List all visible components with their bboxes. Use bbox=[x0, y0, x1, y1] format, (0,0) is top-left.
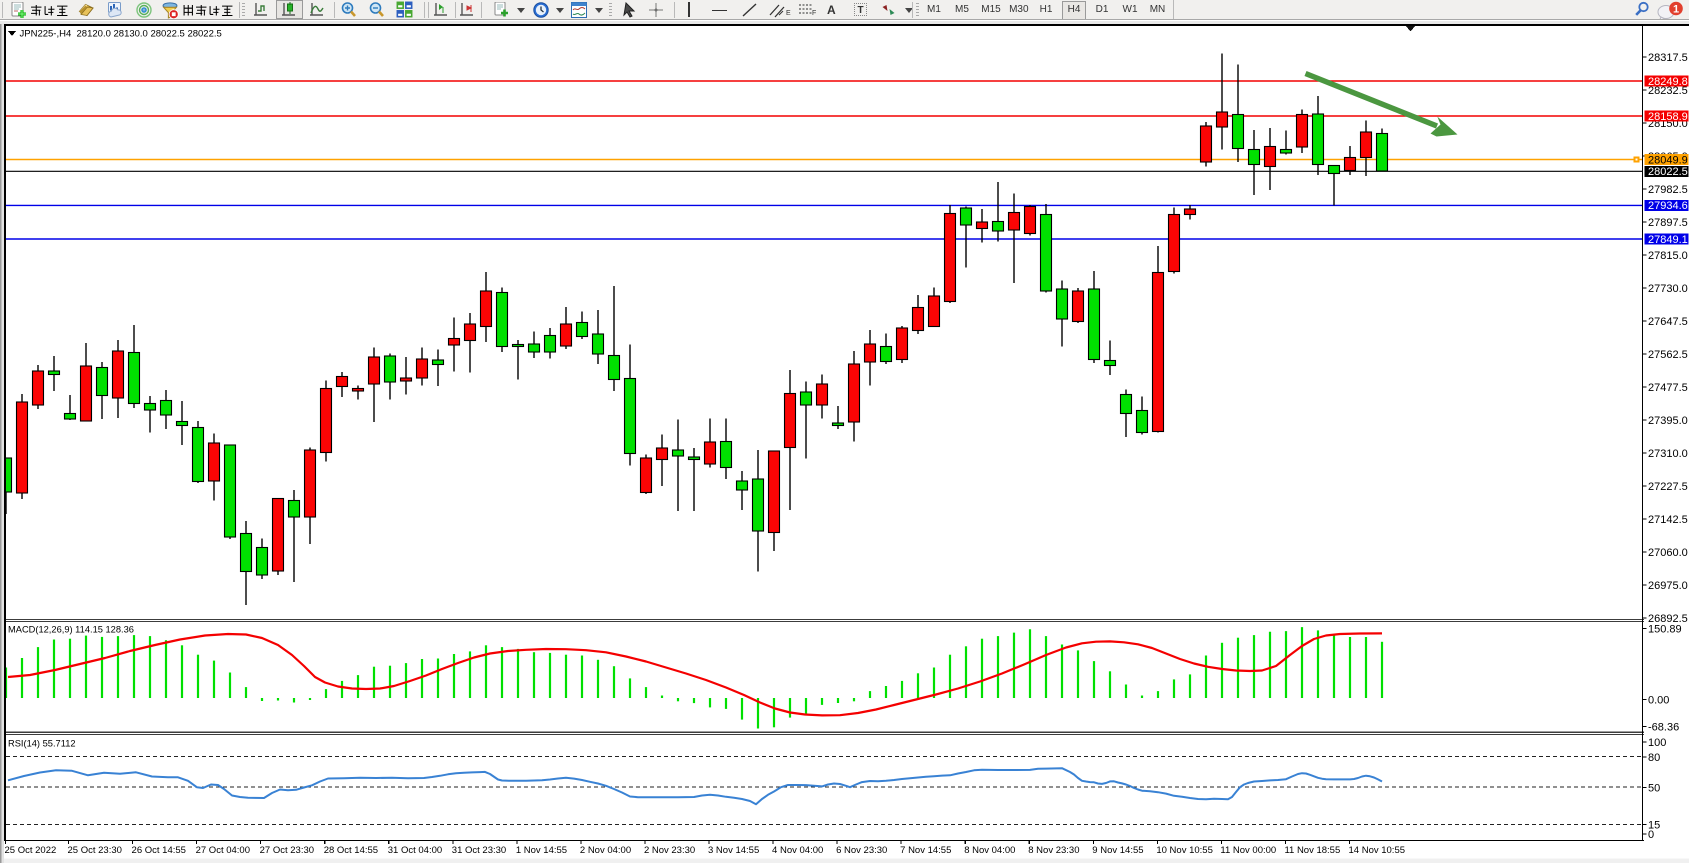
svg-text:31 Oct 23:30: 31 Oct 23:30 bbox=[452, 845, 506, 856]
svg-text:150.89: 150.89 bbox=[1648, 623, 1682, 635]
svg-text:3 Nov 14:55: 3 Nov 14:55 bbox=[708, 845, 759, 856]
svg-text:27395.0: 27395.0 bbox=[1648, 415, 1688, 427]
svg-text:27934.6: 27934.6 bbox=[1648, 200, 1688, 212]
svg-text:27 Oct 04:00: 27 Oct 04:00 bbox=[196, 845, 250, 856]
svg-text:27897.5: 27897.5 bbox=[1648, 217, 1688, 229]
svg-text:JPN225-,H4 28120.0 28130.0 28: JPN225-,H4 28120.0 28130.0 28022.5 28022… bbox=[20, 29, 222, 40]
svg-text:27060.0: 27060.0 bbox=[1648, 547, 1688, 559]
svg-text:25 Oct 23:30: 25 Oct 23:30 bbox=[68, 845, 122, 856]
svg-text:8 Nov 04:00: 8 Nov 04:00 bbox=[964, 845, 1015, 856]
svg-text:1: 1 bbox=[1673, 4, 1679, 16]
svg-text:26892.5: 26892.5 bbox=[1648, 613, 1688, 625]
svg-text:7 Nov 14:55: 7 Nov 14:55 bbox=[900, 845, 951, 856]
svg-text:26 Oct 14:55: 26 Oct 14:55 bbox=[132, 845, 186, 856]
svg-text:27730.0: 27730.0 bbox=[1648, 283, 1688, 295]
svg-text:28232.5: 28232.5 bbox=[1648, 85, 1688, 97]
svg-text:27227.5: 27227.5 bbox=[1648, 481, 1688, 493]
svg-text:27647.5: 27647.5 bbox=[1648, 316, 1688, 328]
svg-text:50: 50 bbox=[1648, 782, 1660, 794]
svg-text:27849.1: 27849.1 bbox=[1648, 234, 1688, 246]
svg-text:11 Nov 00:00: 11 Nov 00:00 bbox=[1220, 845, 1276, 856]
svg-text:27142.5: 27142.5 bbox=[1648, 514, 1688, 526]
svg-text:31 Oct 04:00: 31 Oct 04:00 bbox=[388, 845, 442, 856]
svg-text:27562.5: 27562.5 bbox=[1648, 349, 1688, 361]
svg-text:14 Nov 10:55: 14 Nov 10:55 bbox=[1349, 845, 1406, 856]
svg-text:28049.9: 28049.9 bbox=[1648, 154, 1688, 166]
svg-text:RSI(14) 55.7112: RSI(14) 55.7112 bbox=[8, 739, 76, 749]
svg-text:4 Nov 04:00: 4 Nov 04:00 bbox=[772, 845, 823, 856]
svg-text:100: 100 bbox=[1648, 737, 1666, 749]
svg-text:27 Oct 23:30: 27 Oct 23:30 bbox=[260, 845, 314, 856]
svg-text:27310.0: 27310.0 bbox=[1648, 448, 1688, 460]
svg-text:11 Nov 18:55: 11 Nov 18:55 bbox=[1284, 845, 1340, 856]
svg-text:1 Nov 14:55: 1 Nov 14:55 bbox=[516, 845, 567, 856]
svg-text:15: 15 bbox=[1648, 819, 1660, 831]
svg-text:28317.5: 28317.5 bbox=[1648, 52, 1688, 64]
svg-text:10 Nov 10:55: 10 Nov 10:55 bbox=[1156, 845, 1213, 856]
svg-text:80: 80 bbox=[1648, 752, 1660, 764]
svg-text:27477.5: 27477.5 bbox=[1648, 382, 1688, 394]
svg-text:6 Nov 23:30: 6 Nov 23:30 bbox=[836, 845, 887, 856]
svg-text:8 Nov 23:30: 8 Nov 23:30 bbox=[1028, 845, 1079, 856]
svg-text:27815.0: 27815.0 bbox=[1648, 250, 1688, 262]
svg-text:27982.5: 27982.5 bbox=[1648, 184, 1688, 196]
svg-text:28022.5: 28022.5 bbox=[1648, 166, 1688, 178]
svg-text:MACD(12,26,9) 114.15 128.36: MACD(12,26,9) 114.15 128.36 bbox=[8, 625, 134, 635]
svg-text:28158.9: 28158.9 bbox=[1648, 111, 1688, 123]
svg-text:26975.0: 26975.0 bbox=[1648, 580, 1688, 592]
svg-text:-68.36: -68.36 bbox=[1648, 721, 1679, 733]
svg-text:2 Nov 23:30: 2 Nov 23:30 bbox=[644, 845, 695, 856]
svg-text:28 Oct 14:55: 28 Oct 14:55 bbox=[324, 845, 378, 856]
svg-text:0.00: 0.00 bbox=[1648, 694, 1669, 706]
svg-text:25 Oct 2022: 25 Oct 2022 bbox=[5, 845, 57, 856]
svg-text:28249.8: 28249.8 bbox=[1648, 76, 1688, 88]
svg-text:9 Nov 14:55: 9 Nov 14:55 bbox=[1092, 845, 1143, 856]
svg-text:0: 0 bbox=[1648, 829, 1654, 841]
svg-text:2 Nov 04:00: 2 Nov 04:00 bbox=[580, 845, 631, 856]
